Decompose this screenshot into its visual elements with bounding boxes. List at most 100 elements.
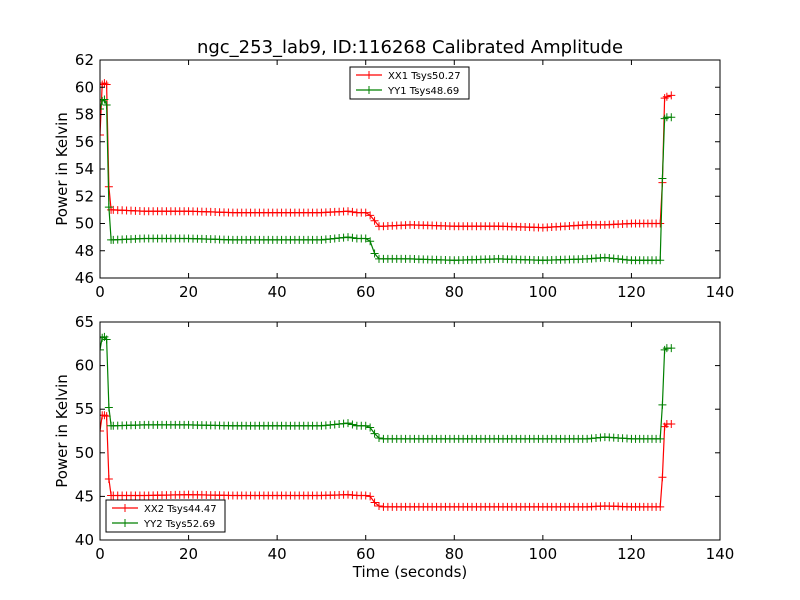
data-point-1 — [100, 427, 104, 435]
data-point-1 — [662, 92, 671, 101]
data-point-1 — [348, 207, 357, 216]
x-tick-label: 100 — [529, 545, 558, 563]
y-tick-label: 56 — [75, 133, 94, 151]
data-point-1 — [656, 502, 665, 511]
x-tick-label: 0 — [95, 283, 105, 301]
y-tick-label: 46 — [75, 269, 94, 287]
data-point-2 — [100, 105, 104, 114]
data-point-1 — [361, 208, 370, 217]
x-tick-label: 120 — [617, 283, 646, 301]
data-point-1 — [102, 80, 111, 89]
y-tick-label: 60 — [75, 357, 94, 375]
y-tick-label: 50 — [75, 444, 94, 462]
data-point-1 — [361, 491, 370, 500]
data-point-1 — [100, 130, 104, 139]
x-tick-label: 20 — [179, 545, 198, 563]
x-tick-label: 140 — [706, 545, 735, 563]
series-group — [100, 332, 676, 511]
legend-swatch-marker — [121, 519, 129, 527]
data-point-2 — [344, 419, 352, 428]
top-plot-ticks: 0 20 40 60 80 100 120 140 46 48 50 52 54 56 58 60 62 — [75, 51, 734, 301]
x-tick-label: 80 — [445, 545, 464, 563]
bottom-plot-ticks: 0 20 40 60 80 100 120 140 40 45 50 55 60 65 — [75, 313, 734, 563]
data-point-2 — [100, 345, 104, 354]
data-point-1 — [370, 216, 379, 225]
data-point-2 — [667, 113, 676, 122]
data-point-2 — [104, 403, 113, 412]
legend-entry: XX1 Tsys50.27 — [388, 71, 461, 82]
data-point-2 — [656, 256, 665, 265]
y-tick-label: 52 — [75, 187, 94, 205]
data-point-2 — [370, 429, 379, 438]
x-tick-label: 60 — [356, 283, 375, 301]
data-point-2 — [658, 400, 667, 409]
chart-title: ngc_253_lab9, ID:116268 Calibrated Ampli… — [197, 37, 623, 58]
x-tick-label: 60 — [356, 545, 375, 563]
legend-swatch-marker — [365, 71, 373, 79]
data-point-2 — [348, 420, 357, 429]
data-point-2 — [366, 423, 375, 432]
top-plot: 0 20 40 60 80 100 120 140 46 48 50 52 54 56 58 60 62 Pow… — [53, 51, 734, 301]
y-tick-label: 62 — [75, 51, 94, 69]
top-plot-legend: XX1 Tsys50.27 YY1 Tsys48.69 — [349, 66, 470, 100]
y-tick-label: 45 — [75, 487, 94, 505]
x-tick-label: 140 — [706, 283, 735, 301]
legend-swatch-marker — [121, 504, 129, 512]
top-plot-frame — [99, 59, 721, 279]
data-point-1 — [366, 211, 375, 220]
series-group — [100, 79, 676, 265]
data-point-1 — [658, 473, 667, 482]
data-point-1 — [656, 219, 665, 228]
legend-box — [105, 499, 226, 533]
data-point-1 — [102, 412, 111, 421]
top-plot-y-axis-label: Power in Kelvin — [53, 112, 71, 226]
data-point-1 — [667, 91, 676, 100]
x-tick-label: 0 — [95, 545, 105, 563]
data-point-1 — [344, 207, 352, 216]
x-tick-label: 40 — [268, 283, 287, 301]
x-tick-label: 40 — [268, 545, 287, 563]
x-tick-label: 100 — [529, 283, 558, 301]
data-point-2 — [361, 234, 370, 243]
data-point-2 — [348, 233, 357, 242]
y-tick-label: 48 — [75, 242, 94, 260]
bottom-plot-frame — [99, 321, 721, 541]
data-point-2 — [361, 421, 370, 430]
bottom-plot: 0 20 40 60 80 100 120 140 40 45 50 55 60 65 Power in … — [53, 313, 734, 581]
x-axis-label: Time (seconds) — [352, 563, 468, 581]
data-point-2 — [102, 100, 111, 109]
y-tick-label: 58 — [75, 106, 94, 124]
legend-box — [349, 66, 470, 100]
x-tick-label: 20 — [179, 283, 198, 301]
data-point-1 — [104, 474, 113, 483]
data-point-2 — [344, 233, 352, 242]
x-tick-label: 120 — [617, 545, 646, 563]
data-point-1 — [370, 498, 379, 507]
y-tick-label: 50 — [75, 215, 94, 233]
data-point-2 — [100, 95, 109, 104]
legend-entry: YY2 Tsys52.69 — [143, 519, 215, 530]
y-tick-label: 54 — [75, 160, 94, 178]
bottom-plot-series-layer — [100, 332, 676, 511]
data-point-1 — [667, 420, 676, 429]
data-point-2 — [375, 433, 383, 442]
data-point-1 — [375, 501, 383, 510]
x-tick-label: 80 — [445, 283, 464, 301]
data-point-2 — [370, 249, 379, 258]
legend-swatch-marker — [365, 86, 373, 94]
y-tick-label: 40 — [75, 531, 94, 549]
legend-entry: XX2 Tsys44.47 — [144, 504, 217, 515]
bottom-plot-y-axis-label: Power in Kelvin — [53, 374, 71, 488]
top-plot-series-layer — [100, 79, 676, 265]
data-point-2 — [102, 335, 111, 344]
data-point-2 — [366, 237, 375, 246]
data-point-2 — [104, 203, 113, 212]
data-point-2 — [658, 174, 667, 183]
bottom-plot-legend: XX2 Tsys44.47 YY2 Tsys52.69 — [105, 499, 226, 533]
data-point-2 — [667, 344, 676, 353]
y-tick-label: 55 — [75, 400, 94, 418]
legend-entry: YY1 Tsys48.69 — [387, 86, 459, 97]
data-point-2 — [656, 434, 665, 443]
y-tick-label: 60 — [75, 78, 94, 96]
